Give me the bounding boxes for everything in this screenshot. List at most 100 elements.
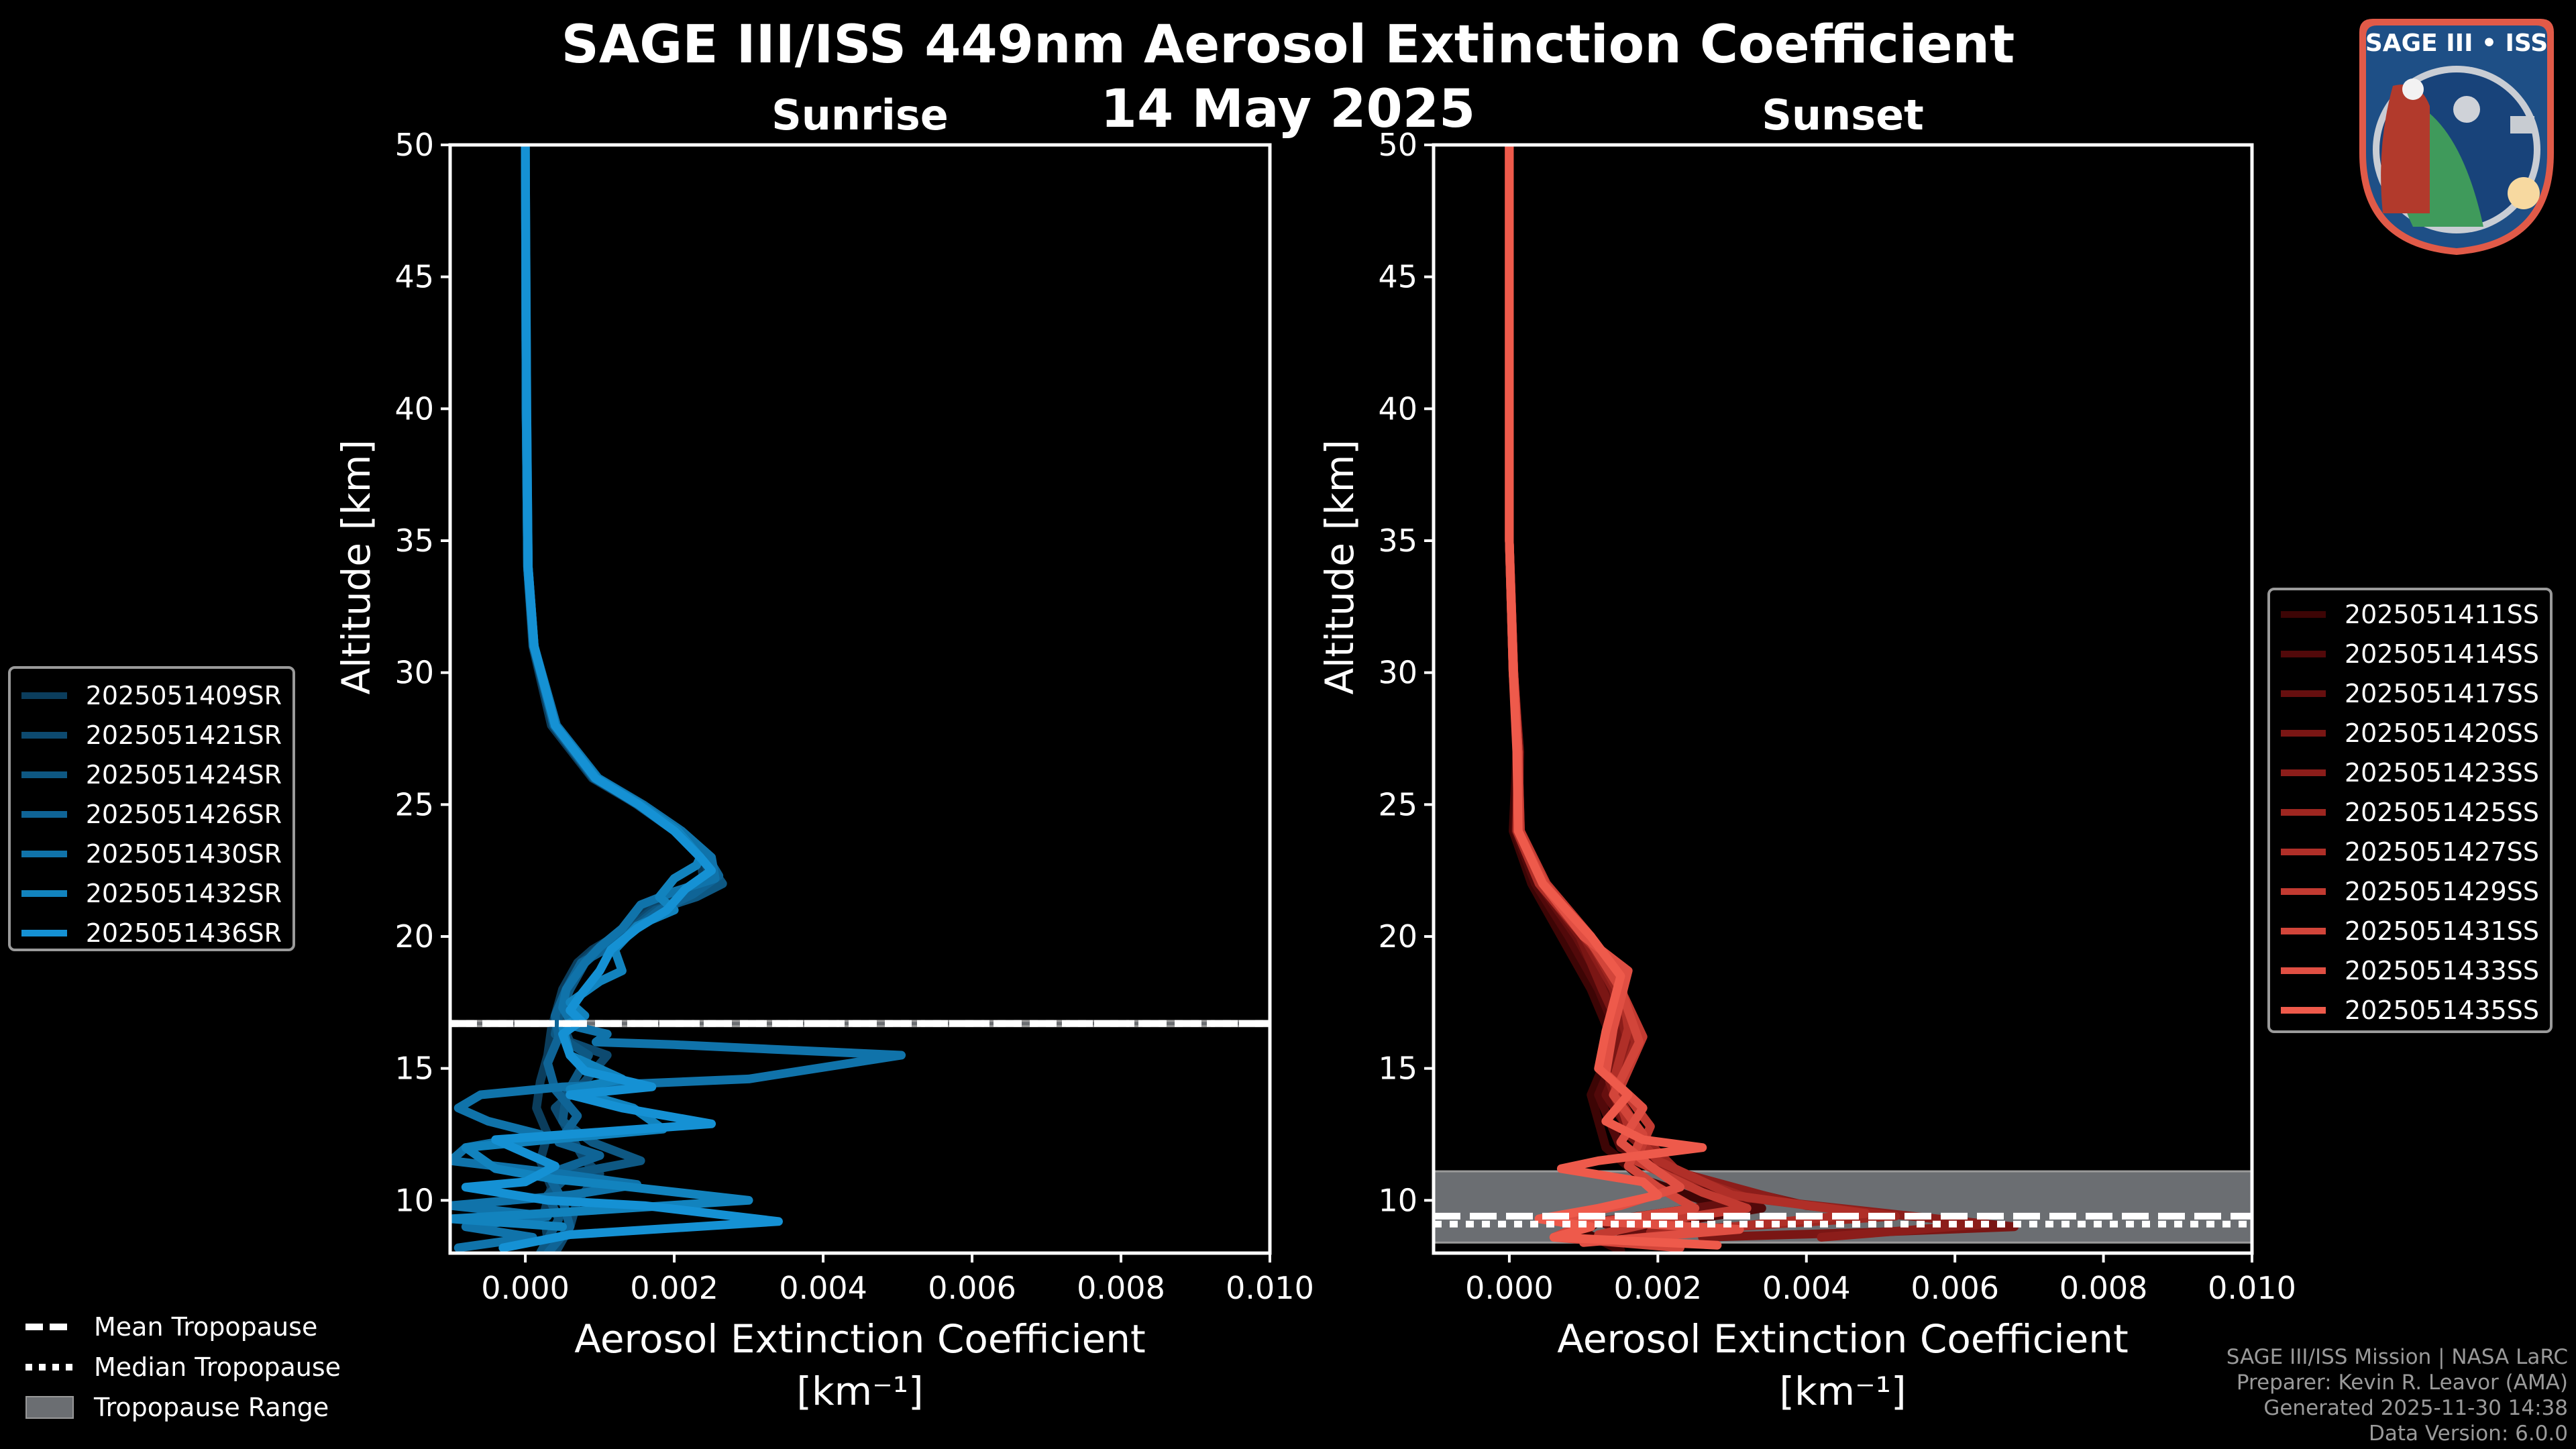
legend-label: 2025051420SS	[2344, 718, 2539, 748]
x-tick-label: 0.000	[481, 1270, 570, 1306]
legend-item-2025051426SR: 2025051426SR	[21, 794, 282, 834]
sunrise-legend: 2025051409SR 2025051421SR 2025051424SR 2025…	[8, 666, 295, 951]
y-axis-label: Altitude [km]	[333, 439, 379, 694]
legend-line-icon	[2281, 610, 2326, 618]
legend-label: 2025051429SS	[2344, 876, 2539, 906]
legend-label: 2025051417SS	[2344, 678, 2539, 708]
legend-line-icon	[2281, 888, 2326, 895]
legend-label: Tropopause Range	[94, 1393, 329, 1422]
legend-item-2025051431SS: 2025051431SS	[2281, 911, 2539, 951]
legend-item-2025051417SS: 2025051417SS	[2281, 674, 2539, 713]
profile-line-2025051427SS	[1505, 145, 1870, 1244]
legend-line-icon	[21, 771, 67, 778]
credit-preparer: Preparer: Kevin R. Leavor (AMA)	[2236, 1371, 2568, 1395]
legend-line-icon	[2281, 650, 2326, 657]
x-tick-label: 0.002	[630, 1270, 718, 1306]
legend-item-2025051429SS: 2025051429SS	[2281, 871, 2539, 911]
x-tick-label: 0.008	[1077, 1270, 1165, 1306]
legend-item-2025051421SR: 2025051421SR	[21, 715, 282, 755]
y-axis-label: Altitude [km]	[1317, 439, 1362, 694]
legend-item-2025051435SS: 2025051435SS	[2281, 990, 2539, 1030]
legend-label: 2025051432SR	[85, 878, 282, 908]
dashed-line-icon	[25, 1322, 74, 1332]
sunset-panel: 10 15 20 25 30 35 40 45 50 0.000 0.002 0.004 0.006 0.…	[1317, 127, 2296, 1414]
legend-label: 2025051409SR	[85, 680, 282, 710]
legend-item-2025051436SR: 2025051436SR	[21, 913, 282, 953]
x-tick-label: 0.006	[928, 1270, 1016, 1306]
legend-line-icon	[21, 850, 67, 857]
profile-line-2025051430SR	[450, 145, 906, 1252]
legend-line-icon	[2281, 967, 2326, 974]
legend-label: 2025051414SS	[2344, 639, 2539, 669]
legend-label: 2025051424SR	[85, 759, 282, 790]
legend-item-2025051433SS: 2025051433SS	[2281, 951, 2539, 990]
y-tick-label: 40	[1378, 390, 1417, 427]
legend-line-icon	[2281, 927, 2326, 934]
credits: SAGE III/ISS Mission | NASA LaRC Prepare…	[2226, 1344, 2568, 1446]
credit-generated: Generated 2025-11-30 14:38	[2263, 1396, 2568, 1420]
axes-frame	[1432, 143, 2254, 1255]
legend-item-median-tropopause: Median Tropopause	[25, 1347, 341, 1387]
y-tick-label: 50	[1378, 127, 1417, 163]
legend-item-2025051430SR: 2025051430SR	[21, 834, 282, 873]
figure-title: SAGE III/ISS 449nm Aerosol Extinction Co…	[561, 15, 2015, 75]
legend-item-2025051432SR: 2025051432SR	[21, 873, 282, 913]
y-tick-label: 45	[1378, 259, 1417, 295]
range-swatch-icon	[25, 1396, 74, 1419]
legend-item-2025051420SS: 2025051420SS	[2281, 713, 2539, 753]
legend-line-icon	[2281, 848, 2326, 855]
legend-label: 2025051426SR	[85, 799, 282, 829]
legend-label: 2025051430SR	[85, 839, 282, 869]
y-tick-label: 20	[1378, 918, 1417, 955]
legend-label: 2025051421SR	[85, 720, 282, 750]
credit-mission: SAGE III/ISS Mission | NASA LaRC	[2226, 1345, 2568, 1369]
sunrise-panel-title: Sunrise	[771, 91, 949, 140]
profile-line-2025051414SS	[1505, 145, 1766, 1242]
legend-line-icon	[21, 890, 67, 897]
y-tick-label: 45	[394, 259, 434, 295]
sage-iii-iss-mission-patch-logo: SAGE III • ISS	[2346, 12, 2567, 260]
axes-frame	[448, 143, 1272, 1255]
legend-item-2025051423SS: 2025051423SS	[2281, 753, 2539, 792]
x-tick-label: 0.006	[1911, 1270, 1999, 1306]
profile-line-2025051436SR	[461, 145, 783, 1252]
dotted-line-icon	[25, 1362, 74, 1372]
profile-line-2025051432SR	[450, 145, 753, 1232]
x-tick-label: 0.004	[779, 1270, 867, 1306]
plot-area	[450, 145, 1270, 1253]
y-tick-label: 50	[394, 127, 434, 163]
legend-item-mean-tropopause: Mean Tropopause	[25, 1307, 341, 1347]
logo-title: SAGE III • ISS	[2365, 30, 2548, 57]
legend-item-2025051411SS: 2025051411SS	[2281, 594, 2539, 634]
legend-label: 2025051411SS	[2344, 599, 2539, 629]
x-axis-label: Aerosol Extinction Coefficient	[1557, 1316, 2129, 1362]
x-tick-label: 0.010	[2208, 1270, 2296, 1306]
profile-line-2025051425SS	[1505, 145, 1900, 1236]
legend-line-icon	[21, 692, 67, 699]
legend-label: 2025051433SS	[2344, 955, 2539, 985]
legend-line-icon	[21, 731, 67, 739]
y-tick-label: 15	[394, 1051, 434, 1087]
x-axis-units: [km⁻¹]	[1779, 1368, 1906, 1414]
x-tick-label: 0.004	[1762, 1270, 1851, 1306]
y-tick-label: 25	[394, 786, 434, 822]
legend-item-2025051414SS: 2025051414SS	[2281, 634, 2539, 674]
legend-label: 2025051436SR	[85, 918, 282, 948]
legend-item-2025051425SS: 2025051425SS	[2281, 792, 2539, 832]
x-tick-label: 0.000	[1465, 1270, 1554, 1306]
legend-label: Median Tropopause	[94, 1352, 341, 1382]
sunrise-panel: 10 15 20 25 30 35 40 45 50 0.000 0.002 0.004 0.006 0.…	[333, 127, 1314, 1414]
legend-line-icon	[2281, 808, 2326, 816]
y-tick-label: 10	[1378, 1182, 1417, 1218]
y-tick-label: 40	[394, 390, 434, 427]
plot-area	[1434, 145, 2252, 1253]
tropopause-legend: Mean Tropopause Median Tropopause Tropop…	[25, 1307, 341, 1428]
y-tick-label: 20	[394, 918, 434, 955]
y-tick-label: 25	[1378, 786, 1417, 822]
y-tick-label: 35	[394, 523, 434, 559]
y-tick-label: 10	[394, 1182, 434, 1218]
x-axis-label: Aerosol Extinction Coefficient	[574, 1316, 1146, 1362]
legend-line-icon	[2281, 690, 2326, 697]
x-axis-units: [km⁻¹]	[796, 1368, 923, 1414]
